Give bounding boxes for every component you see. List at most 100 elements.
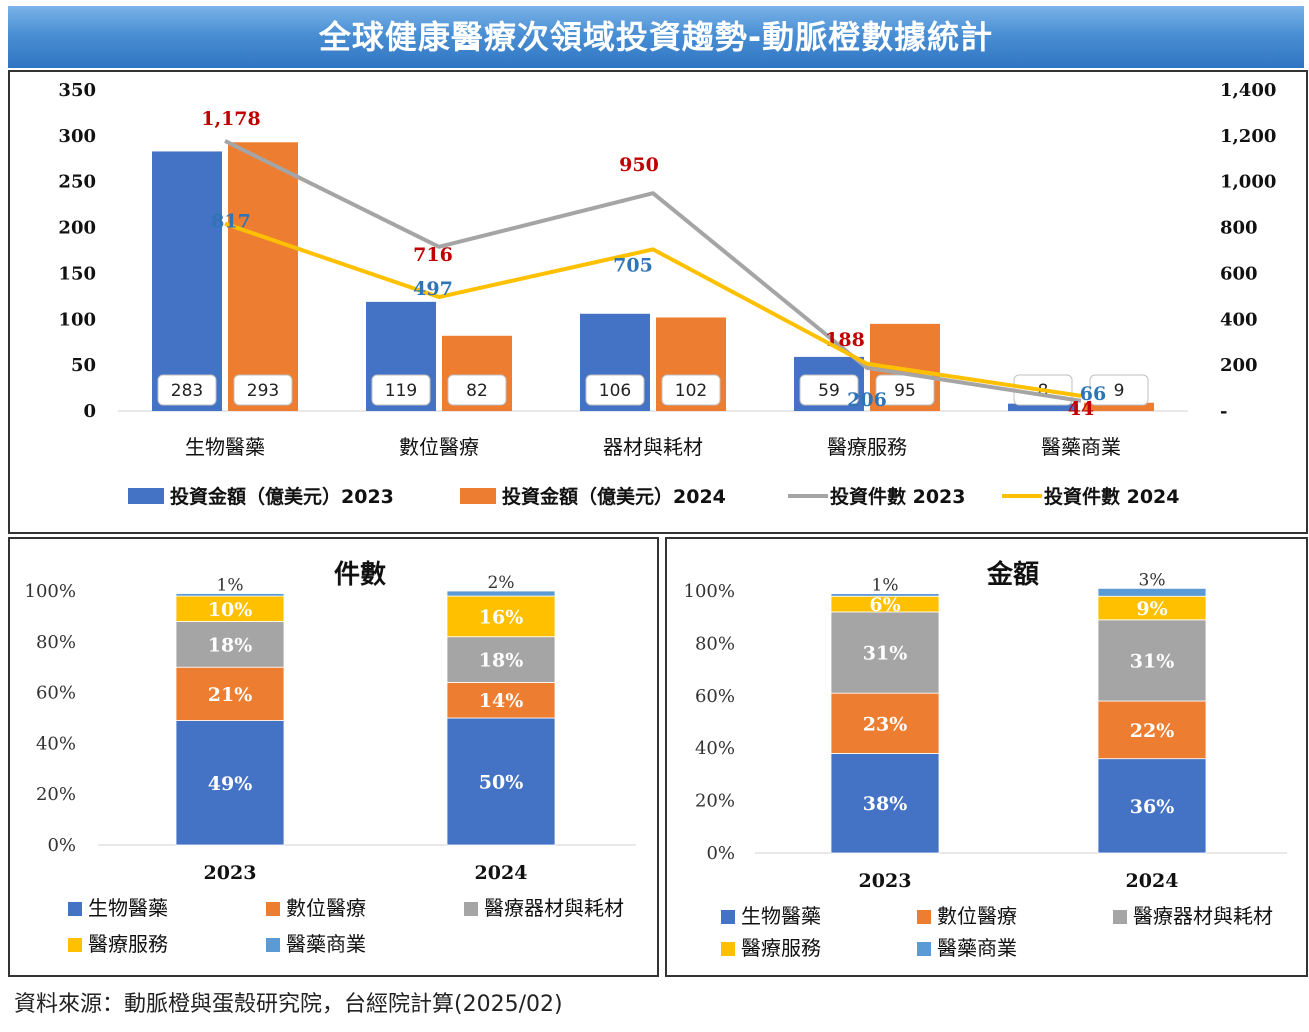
bar-data-label-box	[447, 374, 507, 406]
bar-data-label: 59	[818, 381, 840, 401]
stack-segment	[830, 692, 940, 754]
line-data-label: 497	[413, 278, 453, 300]
stack-data-label: 21%	[208, 684, 253, 706]
bar-data-label: 102	[675, 381, 707, 401]
stack-segment	[830, 593, 940, 597]
bar-data-label-box	[157, 374, 217, 406]
y-tick-label: 80%	[36, 632, 76, 653]
stack-data-label: 9%	[1136, 598, 1167, 620]
y-tick-label: 40%	[695, 738, 735, 759]
legend-swatch	[266, 938, 280, 952]
bar-data-label: 293	[247, 381, 279, 401]
bar-mark	[1084, 402, 1154, 411]
stack-data-label: 22%	[1130, 720, 1175, 742]
bar-data-label-box	[1089, 374, 1149, 406]
x-category-label: 2024	[475, 862, 528, 884]
y-tick-label: 100%	[25, 581, 76, 602]
legend-label: 醫療服務	[741, 936, 821, 960]
stack-segment	[1097, 700, 1207, 760]
legend-swatch	[464, 902, 478, 916]
bar-data-label-box	[233, 374, 293, 406]
count-share-panel: 件數 0% 20% 40% 60% 80% 100% 49% 21% 18% 10% 1% 2023 50…	[8, 537, 659, 977]
stack-segment	[446, 682, 556, 719]
bar-data-label: 95	[894, 381, 916, 401]
y-left-tick-label: 100	[58, 309, 96, 330]
y-right-tick-label: 800	[1220, 218, 1258, 239]
legend-swatch	[68, 902, 82, 916]
line-data-label: 188	[825, 329, 865, 351]
stack-segment	[1097, 587, 1207, 597]
legend-label: 投資金額（億美元）2023	[170, 485, 394, 508]
legend-swatch	[721, 942, 735, 956]
y-right-tick-label: 400	[1220, 309, 1258, 330]
y-left-tick-label: 350	[58, 80, 96, 101]
bar-data-label-box	[799, 374, 859, 406]
chart-title: 件數	[334, 560, 386, 590]
legend-swatch	[917, 910, 931, 924]
legend-label: 投資件數 2023	[830, 485, 966, 508]
y-right-tick-label: 1,200	[1220, 126, 1276, 147]
legend-swatch	[1113, 910, 1127, 924]
legend-label: 醫療器材與耗材	[1133, 904, 1273, 928]
line-data-label: 716	[413, 244, 453, 266]
legend-label: 投資金額（億美元）2024	[502, 485, 726, 508]
stack-data-label: 1%	[872, 576, 899, 596]
bar-data-label: 82	[466, 381, 488, 401]
stack-segment	[446, 590, 556, 597]
y-right-tick-label: 1,400	[1220, 80, 1276, 101]
y-tick-label: 20%	[36, 784, 76, 805]
bar-data-label-box	[371, 374, 431, 406]
main-combo-chart: 0 50 100 150 200 250 300 350 - 200 400 600 800 1,000 1…	[58, 80, 1276, 508]
stack-data-label: 2%	[488, 573, 515, 593]
stack-segment	[175, 595, 285, 622]
stack-segment	[830, 611, 940, 694]
stack-data-label: 16%	[479, 606, 524, 628]
stack-data-label: 36%	[1130, 796, 1175, 818]
x-category-label: 2023	[204, 862, 257, 884]
line-data-label: 44	[1068, 398, 1094, 420]
stack-data-label: 23%	[863, 713, 908, 735]
legend-swatch	[128, 488, 164, 504]
y-tick-label: 0%	[47, 835, 76, 856]
chart-title: 金額	[986, 559, 1039, 590]
y-tick-label: 100%	[684, 581, 735, 602]
stack-data-label: 18%	[208, 634, 253, 656]
y-left-tick-label: 150	[58, 263, 96, 284]
x-category-label: 醫藥商業	[1041, 435, 1121, 459]
x-category-label: 生物醫藥	[185, 435, 265, 459]
stack-segment	[175, 720, 285, 846]
amount-share-chart: 金額 0% 20% 40% 60% 80% 100% 38% 23% 31% 6%1% 2023 36%…	[684, 559, 1287, 960]
bar-data-label: 119	[385, 381, 417, 401]
legend-label: 數位醫療	[937, 904, 1017, 928]
legend-label: 醫療服務	[88, 932, 168, 956]
legend-swatch	[460, 488, 496, 504]
y-left-tick-label: 0	[83, 401, 96, 422]
bar-data-label: 106	[599, 381, 631, 401]
y-tick-label: 80%	[695, 633, 735, 654]
legend-label: 生物醫藥	[88, 896, 168, 920]
line-series-2	[224, 139, 1082, 403]
stack-data-label: 3%	[1139, 570, 1166, 590]
x-category-label: 器材與耗材	[603, 435, 703, 459]
stack-segment	[830, 753, 940, 854]
bar-data-label-box	[661, 374, 721, 406]
bar-data-label: 9	[1114, 381, 1125, 401]
stack-data-label: 6%	[869, 594, 900, 616]
count-share-chart: 件數 0% 20% 40% 60% 80% 100% 49% 21% 18% 10% 1% 2023 50…	[25, 560, 636, 956]
legend-swatch	[266, 902, 280, 916]
bar-data-label: 283	[171, 381, 203, 401]
stack-data-label: 31%	[1130, 650, 1175, 672]
legend-label: 投資件數 2024	[1044, 485, 1180, 508]
y-left-tick-label: 50	[71, 355, 96, 376]
bar-mark	[1008, 403, 1078, 411]
stack-data-label: 18%	[479, 650, 524, 672]
source-note: 資料來源：動脈橙與蛋殼研究院，台經院計算(2025/02)	[14, 992, 563, 1017]
page-title: 全球健康醫療次領域投資趨勢-動脈橙數據統計	[8, 6, 1304, 68]
y-left-tick-label: 200	[58, 218, 96, 239]
y-tick-label: 20%	[695, 791, 735, 812]
stack-data-label: 1%	[217, 576, 244, 596]
line-data-label: 66	[1080, 383, 1106, 405]
y-tick-label: 60%	[695, 686, 735, 707]
legend-label: 生物醫藥	[741, 904, 821, 928]
legend-swatch	[68, 938, 82, 952]
